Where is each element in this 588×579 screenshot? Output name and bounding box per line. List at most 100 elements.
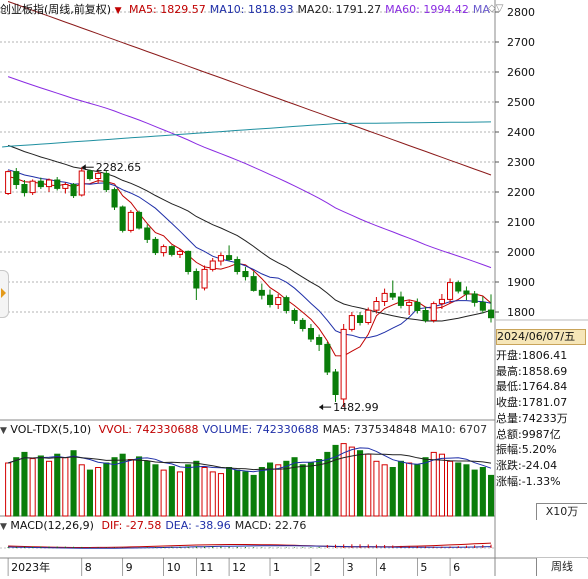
x-tick-label: 5: [420, 561, 427, 574]
volume-bar: [488, 474, 495, 517]
volume-bar: [70, 450, 77, 517]
candle-body: [13, 171, 20, 186]
info-row-6: 振幅:5.20%: [496, 443, 557, 457]
volume-bar: [430, 451, 437, 517]
ma60-line: [7, 76, 492, 269]
ma-legend-item-0: MA5: 1829.57: [129, 3, 206, 16]
volume-bar: [119, 453, 126, 517]
candle-body: [193, 271, 200, 289]
volume-bar: [414, 464, 421, 517]
volume-bar: [447, 460, 454, 517]
candle-body: [357, 315, 364, 324]
volume-bar: [283, 460, 290, 517]
volume-header: ▼ VOL-TDX(5,10) VVOL: 742330688 VOLUME: 7…: [0, 421, 495, 439]
volume-bar: [201, 467, 208, 517]
candle-body: [217, 255, 224, 262]
candle-body: [406, 301, 413, 306]
volume-bar: [176, 471, 183, 517]
volume-bar: [86, 469, 94, 517]
volume-bar: [37, 455, 44, 517]
candle-body: [422, 310, 429, 321]
candle-body: [299, 319, 306, 329]
volume-bar: [463, 464, 470, 517]
volume-bar: [54, 453, 61, 517]
volume-bar: [455, 462, 462, 517]
volume-bar: [95, 467, 102, 517]
candle-body: [291, 310, 298, 321]
candle-body: [226, 255, 233, 261]
volume-bar: [136, 456, 143, 517]
volume-bar: [160, 469, 167, 517]
ma-legend-item-1: MA10: 1818.93: [209, 3, 294, 16]
candle-body: [119, 206, 126, 231]
ma-legend-item-3: MA60: 1994.42: [385, 3, 469, 16]
volume-bar: [242, 471, 249, 517]
info-date-box: 2024/06/07/五: [496, 329, 586, 345]
volume-bar: [332, 444, 339, 517]
ma250-line: [8, 121, 492, 147]
x-tick-label: 11: [199, 561, 213, 574]
candle-body: [29, 180, 36, 194]
candle-body: [234, 259, 241, 272]
volume-bar: [209, 471, 216, 517]
y-tick-label: 2500: [507, 96, 535, 109]
candle-body: [111, 189, 118, 208]
ma-legend-item-2: MA20: 1791.27: [297, 3, 382, 16]
x-tick-label: 1: [273, 561, 280, 574]
candle-body: [152, 238, 159, 254]
candle-body: [447, 282, 454, 300]
candle-body: [21, 184, 28, 194]
volume-collapse-icon[interactable]: ▼: [0, 426, 7, 436]
candle-body: [389, 292, 396, 298]
volume-bar: [348, 446, 355, 517]
candle-body: [242, 271, 249, 278]
volume-bar: [78, 464, 85, 517]
candle-body: [78, 170, 85, 196]
x-tick-label: 12: [232, 561, 246, 574]
candle-body: [258, 289, 265, 296]
candle-body: [267, 294, 274, 306]
candle-body: [70, 184, 77, 197]
volume-bar: [267, 462, 274, 517]
volume-bar: [21, 451, 28, 517]
left-panel-handle[interactable]: [0, 270, 9, 318]
volume-bar: [365, 453, 372, 517]
candle-body: [414, 301, 421, 311]
volume-bar: [479, 467, 486, 517]
macd-collapse-icon[interactable]: ▼: [0, 522, 7, 532]
candle-body: [37, 180, 44, 188]
volume-bar: [226, 467, 233, 517]
x-tick-label: 2023年: [11, 560, 50, 574]
period-button[interactable]: 周线: [536, 558, 587, 576]
volume-bar: [291, 457, 298, 517]
volume-bar: [127, 459, 134, 517]
x-tick-label: 10: [167, 561, 181, 574]
info-row-4: 总量:74233万: [496, 411, 568, 425]
header-nav-controls[interactable]: ◇▽: [488, 3, 504, 14]
volume-bar: [406, 462, 413, 517]
volume-bar: [299, 464, 306, 517]
volume-bar: [103, 462, 110, 517]
candle-body: [62, 184, 69, 189]
volume-bar: [316, 459, 323, 517]
dropdown-arrow-icon[interactable]: ▼: [114, 6, 122, 16]
annotation-label-0: 2282.65: [96, 161, 142, 174]
candle-body: [103, 172, 110, 191]
candle-body: [471, 293, 478, 303]
volume-bar: [250, 474, 257, 517]
ma-legend-item-4: MA: [472, 3, 490, 16]
candle-body: [488, 309, 495, 319]
ma250-line-start: [2, 145, 9, 148]
vol-ma10-line: [7, 453, 492, 471]
candle-body: [160, 246, 167, 254]
volume-bar: [340, 443, 347, 517]
volume-bar: [168, 466, 175, 517]
candle-body: [95, 172, 102, 179]
volume-title: VOL-TDX(5,10): [10, 423, 92, 436]
volume-bar: [29, 458, 36, 517]
volume-bar: [13, 457, 20, 517]
volume-bar: [193, 460, 200, 517]
ma20-line: [7, 144, 492, 322]
